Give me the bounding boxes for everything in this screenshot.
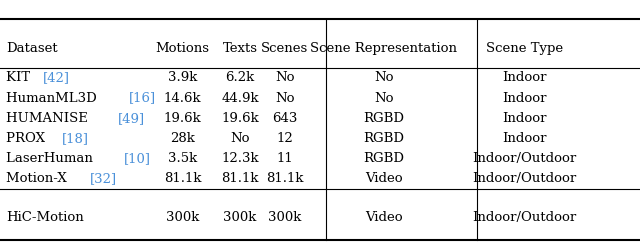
Text: [18]: [18] xyxy=(62,132,89,145)
Text: Scenes: Scenes xyxy=(261,42,308,55)
Text: Indoor: Indoor xyxy=(502,71,547,84)
Text: Indoor/Outdoor: Indoor/Outdoor xyxy=(473,211,577,224)
Text: Indoor: Indoor xyxy=(502,91,547,105)
Text: 11: 11 xyxy=(276,152,293,165)
Text: 81.1k: 81.1k xyxy=(266,172,303,185)
Text: Texts: Texts xyxy=(223,42,257,55)
Text: 28k: 28k xyxy=(170,132,195,145)
Text: HiC-Motion: HiC-Motion xyxy=(6,211,84,224)
Text: No: No xyxy=(230,132,250,145)
Text: [49]: [49] xyxy=(118,112,145,125)
Text: RGBD: RGBD xyxy=(364,132,404,145)
Text: 81.1k: 81.1k xyxy=(164,172,201,185)
Text: 300k: 300k xyxy=(166,211,199,224)
Text: 3.9k: 3.9k xyxy=(168,71,197,84)
Text: No: No xyxy=(374,71,394,84)
Text: Indoor: Indoor xyxy=(502,132,547,145)
Text: 3.5k: 3.5k xyxy=(168,152,197,165)
Text: 12.3k: 12.3k xyxy=(221,152,259,165)
Text: HumanML3D: HumanML3D xyxy=(6,91,101,105)
Text: RGBD: RGBD xyxy=(364,152,404,165)
Text: Indoor/Outdoor: Indoor/Outdoor xyxy=(473,172,577,185)
Text: [10]: [10] xyxy=(124,152,151,165)
Text: KIT: KIT xyxy=(6,71,35,84)
Text: 6.2k: 6.2k xyxy=(225,71,255,84)
Text: Motions: Motions xyxy=(156,42,209,55)
Text: LaserHuman: LaserHuman xyxy=(6,152,97,165)
Text: 44.9k: 44.9k xyxy=(221,91,259,105)
Text: Indoor/Outdoor: Indoor/Outdoor xyxy=(473,152,577,165)
Text: [32]: [32] xyxy=(90,172,117,185)
Text: [16]: [16] xyxy=(129,91,156,105)
Text: 300k: 300k xyxy=(223,211,257,224)
Text: RGBD: RGBD xyxy=(364,112,404,125)
Text: 643: 643 xyxy=(272,112,298,125)
Text: No: No xyxy=(275,71,294,84)
Text: Dataset: Dataset xyxy=(6,42,58,55)
Text: PROX: PROX xyxy=(6,132,50,145)
Text: HUMANISE: HUMANISE xyxy=(6,112,93,125)
Text: No: No xyxy=(374,91,394,105)
Text: Video: Video xyxy=(365,211,403,224)
Text: 81.1k: 81.1k xyxy=(221,172,259,185)
Text: Motion-X: Motion-X xyxy=(6,172,72,185)
Text: Scene Representation: Scene Representation xyxy=(310,42,458,55)
Text: 300k: 300k xyxy=(268,211,301,224)
Text: 12: 12 xyxy=(276,132,293,145)
Text: No: No xyxy=(275,91,294,105)
Text: Indoor: Indoor xyxy=(502,112,547,125)
Text: Scene Type: Scene Type xyxy=(486,42,563,55)
Text: [42]: [42] xyxy=(43,71,70,84)
Text: 19.6k: 19.6k xyxy=(221,112,259,125)
Text: 14.6k: 14.6k xyxy=(164,91,201,105)
Text: 19.6k: 19.6k xyxy=(164,112,201,125)
Text: Video: Video xyxy=(365,172,403,185)
